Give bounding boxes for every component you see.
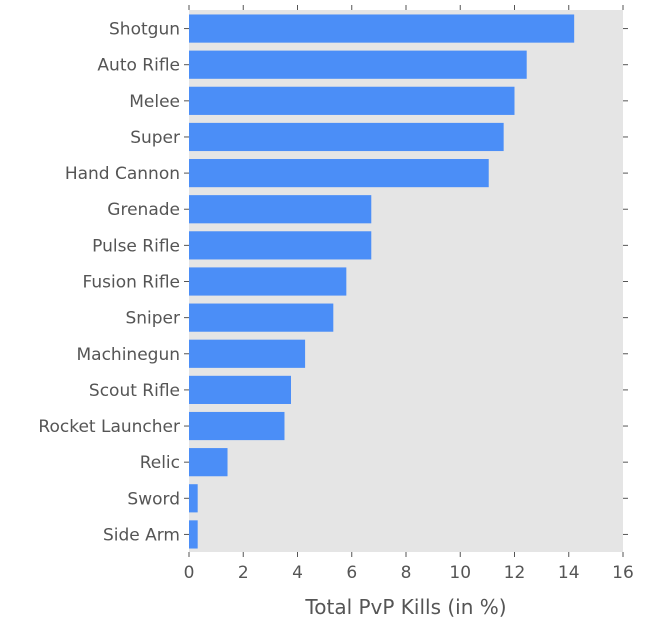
category-label: Grenade: [107, 200, 180, 220]
bar-scout-rifle: [189, 375, 291, 404]
bar-grenade: [189, 195, 372, 224]
bar-side-arm: [189, 520, 198, 549]
x-axis-title: Total PvP Kills (in %): [304, 595, 506, 619]
category-label: Sword: [127, 489, 180, 509]
bar-rocket-launcher: [189, 411, 285, 441]
bars-group: [189, 14, 575, 549]
bar-pulse-rifle: [189, 231, 372, 260]
bar-auto-rifle: [189, 50, 527, 79]
bar-shotgun: [189, 14, 575, 43]
category-label: Auto Rifle: [97, 56, 180, 76]
bar-hand-cannon: [189, 159, 489, 188]
y-ticks-group: Shotgun Auto Rifle Melee Super Hand Cannon Gr…: [38, 20, 628, 545]
category-label: Sniper: [125, 309, 180, 329]
bar-sword: [189, 484, 198, 513]
bar-machinegun: [189, 339, 306, 368]
category-label: Machinegun: [76, 345, 180, 365]
x-tick-label: 0: [184, 563, 195, 583]
category-label: Shotgun: [109, 20, 180, 40]
category-label: Super: [130, 128, 180, 148]
x-tick-label: 10: [449, 563, 471, 583]
x-tick-label: 8: [401, 563, 412, 583]
category-label: Hand Cannon: [65, 164, 180, 184]
bar-fusion-rifle: [189, 267, 347, 296]
category-label: Fusion Rifle: [83, 273, 180, 293]
category-label: Scout Rifle: [89, 381, 180, 401]
x-tick-label: 12: [504, 563, 526, 583]
category-label: Relic: [140, 453, 180, 473]
x-tick-label: 16: [612, 563, 634, 583]
x-tick-label: 6: [346, 563, 357, 583]
x-tick-label: 4: [292, 563, 303, 583]
bar-melee: [189, 86, 515, 115]
x-ticks-group: 0 2 4 6 8 10 12 14 16: [184, 5, 634, 583]
category-label: Melee: [129, 92, 180, 112]
category-label: Pulse Rifle: [92, 236, 180, 256]
bar-relic: [189, 448, 228, 477]
x-tick-label: 2: [238, 563, 249, 583]
x-tick-label: 14: [558, 563, 580, 583]
bar-sniper: [189, 303, 334, 332]
category-label: Rocket Launcher: [38, 417, 180, 437]
category-label: Side Arm: [103, 525, 180, 545]
bar-super: [189, 122, 504, 152]
